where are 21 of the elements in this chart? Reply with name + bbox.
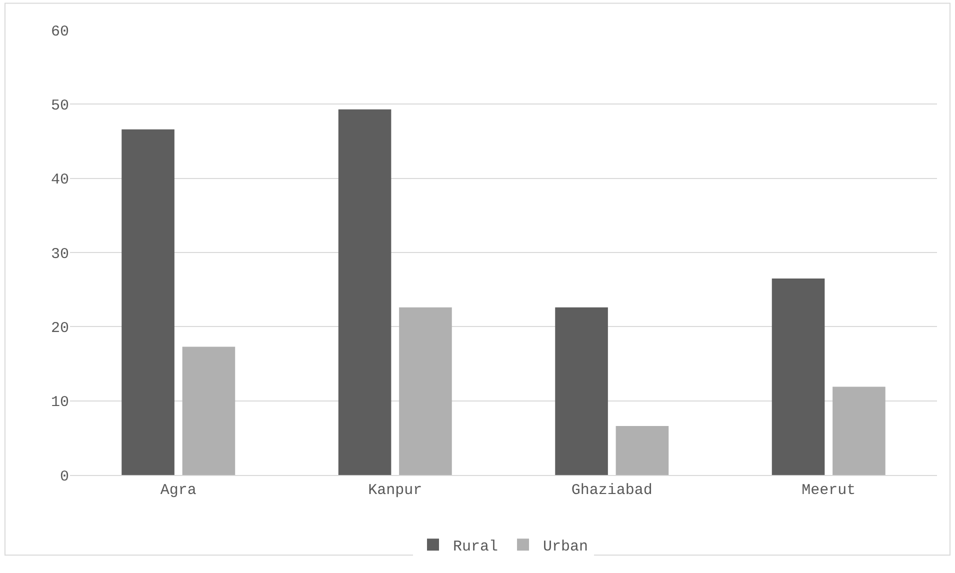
y-tick-label: 60: [50, 23, 69, 40]
bar: [555, 307, 608, 475]
bar: [832, 386, 886, 475]
bar: [399, 307, 452, 475]
y-tick-label: 40: [50, 172, 69, 189]
y-tick-label: 0: [60, 468, 69, 486]
y-tick-label: 20: [50, 320, 69, 337]
bar: [182, 346, 236, 475]
bar: [338, 109, 392, 475]
bar: [122, 129, 174, 475]
y-tick-label: 10: [50, 394, 69, 412]
legend-label: Urban: [543, 538, 588, 556]
legend-label: Rural: [453, 538, 498, 556]
y-tick-label: 50: [50, 97, 69, 114]
x-tick-label: Ghaziabad: [571, 482, 652, 499]
y-tick-label: 30: [50, 246, 69, 263]
x-tick-label: Agra: [160, 482, 196, 499]
bar: [772, 278, 825, 475]
x-tick-label: Kanpur: [368, 482, 422, 499]
bar: [616, 426, 669, 475]
x-tick-label: Meerut: [802, 482, 856, 499]
